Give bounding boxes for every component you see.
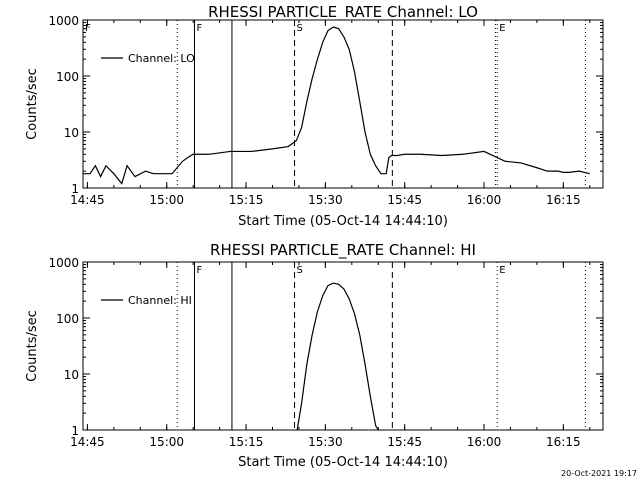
x-axis-label: Start Time (05-Oct-14 14:44:10) [238,214,448,229]
y-axis-label: Counts/sec [25,68,40,140]
marker-label: F [196,265,202,276]
series-line-0 [296,282,379,431]
marker-label: E [499,265,505,276]
x-tick-label: 15:45 [387,435,422,449]
y-tick-label: 100 [56,70,79,84]
y-axis-label: Counts/sec [25,310,40,382]
x-tick-label: 16:00 [467,435,502,449]
x-tick-label: 15:15 [229,193,264,207]
x-tick-label: 16:15 [546,193,581,207]
x-tick-label: 14:45 [70,193,105,207]
x-axis-label: Start Time (05-Oct-14 14:44:10) [238,455,448,470]
y-tick-label: 1 [71,424,79,438]
x-tick-label: 16:00 [467,193,502,207]
marker-label: F [85,23,91,34]
y-tick-label: 10 [64,368,79,382]
x-tick-label: 15:00 [149,435,184,449]
x-tick-label: 15:00 [149,193,184,207]
chart-panel-0: RHESSI PARTICLE_RATE Channel: LO 14:45 15:… [25,3,604,229]
x-tick-label: 15:15 [229,435,264,449]
marker-label: F [196,23,202,34]
plot-frame [82,19,604,189]
y-tick-label: 1000 [48,256,79,270]
marker-label: E [499,23,505,34]
marker-label: S [297,23,303,34]
y-tick-label: 10 [64,126,79,140]
footer-timestamp: 20-Oct-2021 19:17 [561,469,637,478]
x-tick-label: 15:45 [387,193,422,207]
y-tick-label: 100 [56,312,79,326]
chart-title: RHESSI PARTICLE_RATE Channel: HI [210,241,476,260]
y-tick-label: 1000 [48,14,79,28]
series-line-0 [83,26,590,185]
legend-label: Channel: LO [128,52,195,65]
x-tick-label: 16:15 [546,435,581,449]
legend-label: Channel: HI [128,294,192,307]
x-tick-label: 14:45 [70,435,105,449]
y-tick-label: 1 [71,182,79,196]
x-tick-label: 15:30 [308,193,343,207]
plot-frame [82,261,604,431]
chart-panel-1: RHESSI PARTICLE_RATE Channel: HI 14:45 15:… [25,241,604,470]
marker-label: S [297,265,303,276]
x-tick-label: 15:30 [308,435,343,449]
chart-title: RHESSI PARTICLE_RATE Channel: LO [208,3,478,22]
